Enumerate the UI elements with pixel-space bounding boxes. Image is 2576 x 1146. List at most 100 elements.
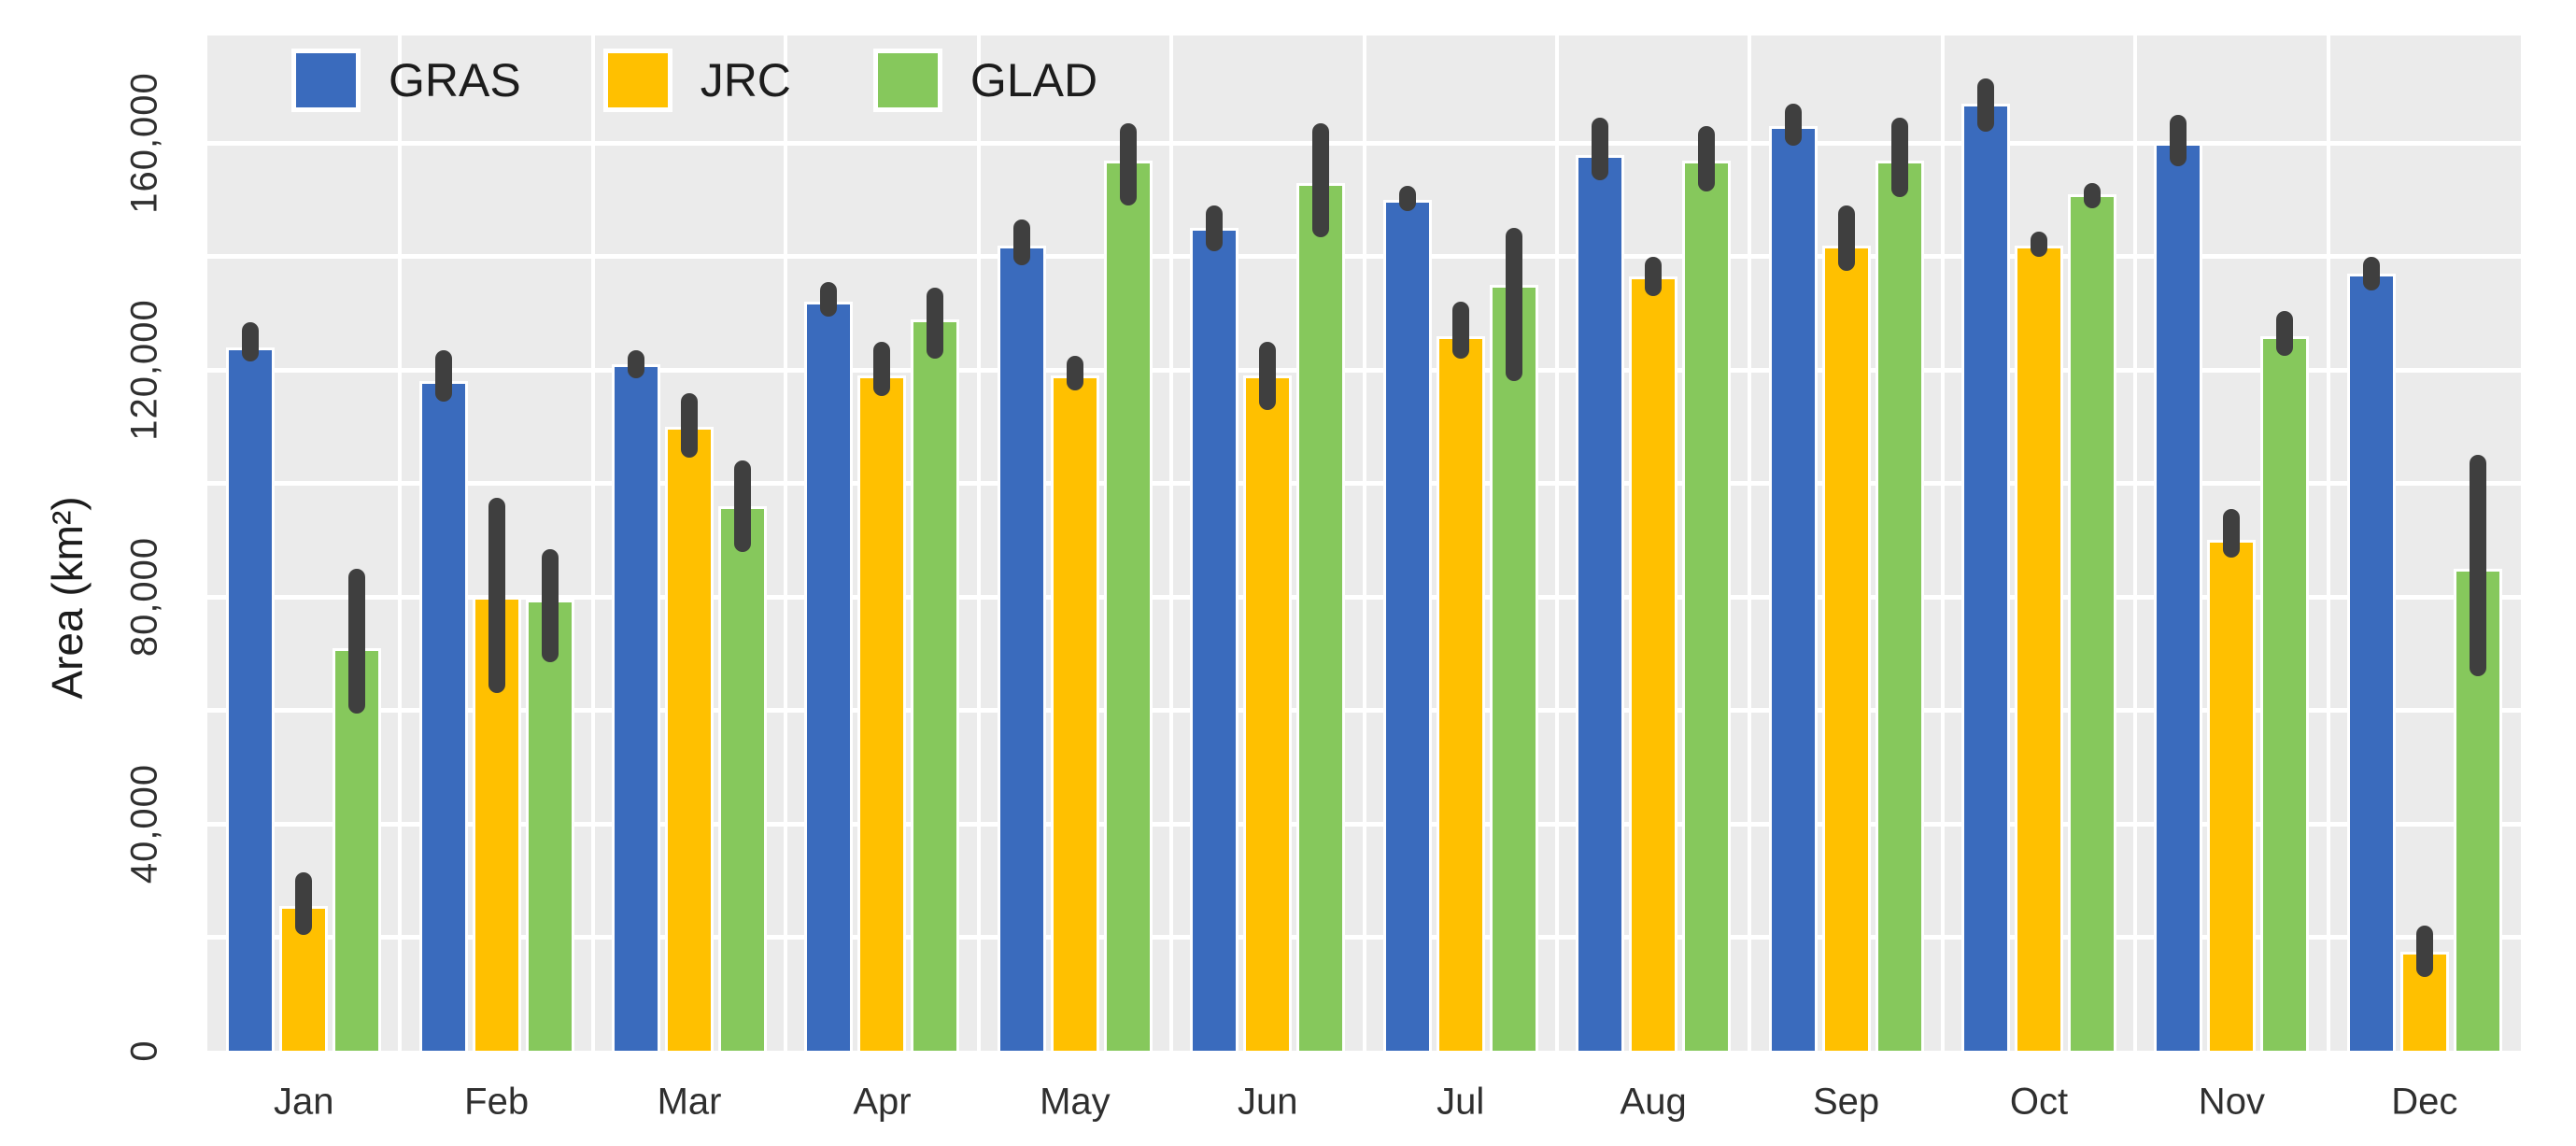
legend: GRAS JRC GLAD: [291, 49, 1097, 112]
legend-swatch-jrc: [602, 49, 672, 112]
error-bar-jul-glad: [1505, 228, 1522, 382]
bar-jul-glad: [1489, 285, 1538, 1051]
error-bar-jul-gras: [1398, 185, 1416, 212]
y-tick-label-0: 0: [123, 1040, 165, 1062]
bar-jul-jrc: [1436, 335, 1485, 1051]
error-bar-jun-glad: [1312, 123, 1330, 237]
x-tick-label-dec: Dec: [2391, 1081, 2458, 1123]
error-bar-dec-gras: [2362, 256, 2380, 291]
error-bar-jun-jrc: [1259, 341, 1277, 410]
bar-apr-glad: [911, 318, 960, 1051]
bar-aug-jrc: [1629, 276, 1678, 1051]
error-bar-may-glad: [1119, 123, 1137, 206]
bar-aug-gras: [1576, 154, 1625, 1051]
x-tick-label-jan: Jan: [273, 1081, 334, 1123]
bar-feb-gras: [418, 381, 468, 1051]
error-bar-sep-glad: [1890, 118, 1908, 198]
y-tick-label-40000: 40,000: [123, 763, 165, 884]
error-bar-jan-jrc: [295, 871, 313, 935]
error-bar-aug-jrc: [1645, 256, 1663, 297]
error-bar-jan-glad: [348, 568, 366, 714]
error-bar-sep-gras: [1784, 103, 1802, 147]
bar-aug-glad: [1682, 160, 1732, 1051]
vertical-gridline: [2133, 35, 2138, 1051]
bar-dec-gras: [2346, 274, 2396, 1051]
error-bar-apr-glad: [927, 288, 944, 360]
error-bar-mar-jrc: [681, 392, 699, 459]
error-bar-aug-gras: [1592, 118, 1609, 180]
error-bar-oct-glad: [2083, 182, 2101, 209]
error-bar-dec-glad: [2469, 455, 2486, 677]
legend-label-gras: GRAS: [389, 54, 521, 106]
legend-item-gras: GRAS: [291, 49, 521, 112]
error-bar-may-jrc: [1066, 356, 1083, 390]
error-bar-apr-jrc: [873, 341, 891, 396]
x-tick-label-apr: Apr: [853, 1081, 912, 1123]
x-tick-label-sep: Sep: [1812, 1081, 1880, 1123]
vertical-gridline: [398, 35, 403, 1051]
y-tick-label-120000: 120,000: [123, 299, 165, 442]
error-bar-mar-gras: [628, 350, 645, 379]
y-tick-label-160000: 160,000: [123, 72, 165, 215]
bar-sep-glad: [1875, 160, 1924, 1051]
error-bar-feb-jrc: [488, 497, 505, 694]
x-tick-label-oct: Oct: [2009, 1081, 2069, 1123]
error-bar-jan-gras: [242, 321, 260, 362]
legend-swatch-glad: [872, 49, 942, 112]
legend-item-jrc: JRC: [602, 49, 791, 112]
error-bar-jul-jrc: [1451, 302, 1469, 360]
bar-nov-glad: [2260, 335, 2310, 1051]
bar-oct-glad: [2067, 194, 2116, 1051]
vertical-gridline: [590, 35, 595, 1051]
bar-may-glad: [1103, 160, 1153, 1051]
legend-swatch-gras: [291, 49, 361, 112]
x-tick-label-jul: Jul: [1437, 1081, 1485, 1123]
x-tick-label-nov: Nov: [2198, 1081, 2265, 1123]
bar-may-jrc: [1050, 375, 1099, 1051]
error-bar-feb-glad: [541, 548, 559, 662]
bar-apr-gras: [804, 302, 854, 1051]
vertical-gridline: [976, 35, 981, 1051]
vertical-gridline: [784, 35, 788, 1051]
vertical-gridline: [1748, 35, 1752, 1051]
bar-mar-jrc: [665, 427, 715, 1051]
bar-sep-gras: [1768, 126, 1818, 1051]
error-bar-nov-jrc: [2223, 509, 2241, 558]
legend-item-glad: GLAD: [872, 49, 1098, 112]
error-bar-apr-gras: [820, 282, 838, 317]
bar-jan-glad: [333, 647, 382, 1051]
bar-apr-jrc: [857, 375, 907, 1051]
bar-may-gras: [997, 245, 1046, 1051]
bar-nov-gras: [2154, 143, 2203, 1051]
bar-oct-jrc: [2014, 245, 2063, 1051]
bar-sep-jrc: [1821, 245, 1871, 1051]
vertical-gridline: [1362, 35, 1366, 1051]
error-bar-feb-gras: [434, 350, 452, 402]
vertical-gridline: [1169, 35, 1174, 1051]
error-bar-nov-gras: [2170, 115, 2187, 166]
error-bar-mar-glad: [734, 460, 752, 552]
x-tick-label-mar: Mar: [657, 1081, 722, 1123]
x-tick-label-feb: Feb: [464, 1081, 530, 1123]
legend-label-jrc: JRC: [700, 54, 791, 106]
bar-mar-gras: [612, 364, 661, 1051]
error-bar-oct-gras: [1976, 78, 1994, 133]
error-bar-jun-gras: [1206, 205, 1224, 251]
bar-jun-glad: [1296, 182, 1346, 1051]
bar-jun-gras: [1190, 228, 1239, 1051]
y-axis-title: Area (km²): [43, 496, 92, 700]
vertical-gridline: [2326, 35, 2330, 1051]
bar-jan-gras: [226, 347, 276, 1051]
x-tick-label-jun: Jun: [1238, 1081, 1298, 1123]
error-bar-may-gras: [1012, 219, 1030, 265]
error-bar-oct-jrc: [2030, 231, 2047, 257]
legend-label-glad: GLAD: [970, 54, 1098, 106]
x-tick-label-may: May: [1040, 1081, 1111, 1123]
bar-jul-gras: [1382, 200, 1432, 1051]
vertical-gridline: [1554, 35, 1559, 1051]
error-bar-nov-glad: [2276, 310, 2294, 357]
error-bar-aug-glad: [1698, 126, 1716, 191]
bar-jun-jrc: [1243, 375, 1293, 1051]
error-bar-dec-jrc: [2415, 926, 2433, 978]
